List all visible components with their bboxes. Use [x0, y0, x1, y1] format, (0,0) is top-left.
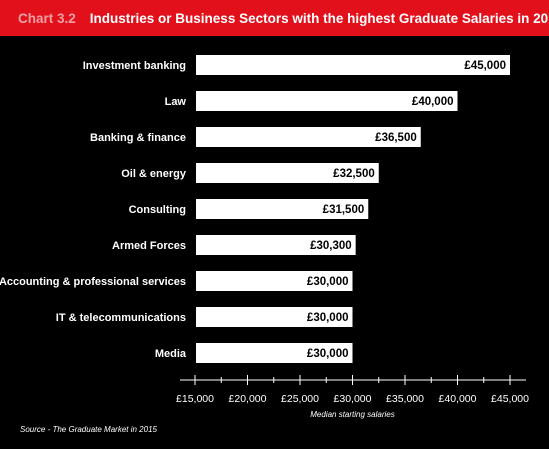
- bar: [196, 127, 421, 147]
- category-label: Consulting: [129, 204, 186, 216]
- data-label: £30,000: [307, 348, 349, 360]
- category-label: Media: [155, 348, 187, 360]
- bar: [196, 163, 379, 183]
- category-label: IT & telecommunications: [56, 312, 186, 324]
- data-label: £45,000: [464, 60, 506, 72]
- x-tick-label: £20,000: [229, 393, 267, 405]
- x-tick-label: £40,000: [439, 393, 477, 405]
- title-banner: Chart 3.2 Industries or Business Sectors…: [0, 0, 549, 36]
- x-tick-label: £15,000: [176, 393, 214, 405]
- category-label: Investment banking: [83, 60, 186, 72]
- data-label: £30,000: [307, 312, 349, 324]
- bar: [196, 235, 356, 255]
- data-label: £36,500: [375, 132, 417, 144]
- category-label: Banking & finance: [90, 132, 186, 144]
- x-tick-label: £45,000: [491, 393, 529, 405]
- bar: [196, 91, 458, 111]
- x-tick-label: £25,000: [281, 393, 319, 405]
- chart-number: Chart 3.2: [18, 10, 76, 26]
- bar: [196, 271, 353, 291]
- source-note: Source - The Graduate Market in 2015: [20, 425, 157, 434]
- x-axis-title: Median starting salaries: [310, 410, 394, 419]
- data-label: £32,500: [333, 168, 375, 180]
- chart-title: Industries or Business Sectors with the …: [89, 10, 549, 26]
- category-label: Oil & energy: [121, 168, 187, 180]
- category-label: Armed Forces: [112, 240, 186, 252]
- bar: [196, 55, 510, 75]
- bar: [196, 343, 353, 363]
- category-label: Accounting & professional services: [0, 276, 186, 288]
- data-label: £30,300: [310, 240, 352, 252]
- bar: [196, 199, 369, 219]
- data-label: £40,000: [412, 96, 454, 108]
- bar: [196, 307, 353, 327]
- x-tick-label: £35,000: [386, 393, 424, 405]
- data-label: £30,000: [307, 276, 349, 288]
- x-tick-label: £30,000: [334, 393, 372, 405]
- category-label: Law: [165, 96, 187, 108]
- data-label: £31,500: [323, 204, 365, 216]
